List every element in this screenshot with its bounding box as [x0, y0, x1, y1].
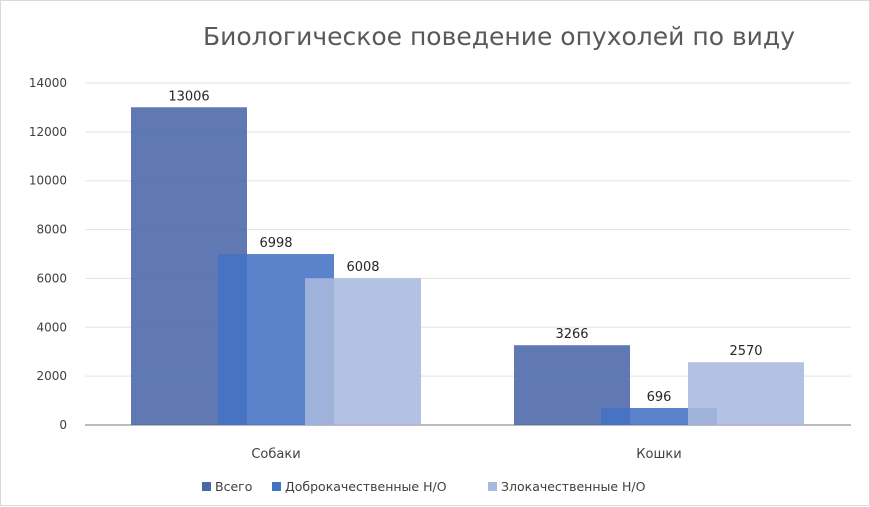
category-label: Кошки: [636, 447, 681, 462]
legend-swatch: [202, 482, 211, 491]
legend-swatch: [272, 482, 281, 491]
legend-label: Доброкачественные Н/О: [285, 479, 447, 494]
y-tick-label: 4000: [36, 320, 67, 334]
data-label: 2570: [729, 344, 762, 359]
y-tick-label: 2000: [36, 369, 67, 383]
bar-3-1: [305, 278, 421, 425]
legend-label: Всего: [215, 479, 252, 494]
y-tick-label: 10000: [29, 174, 67, 188]
y-tick-label: 14000: [29, 76, 67, 90]
y-tick-label: 0: [59, 418, 67, 432]
data-label: 6998: [259, 236, 292, 251]
bar-3-2: [688, 362, 804, 425]
y-tick-label: 6000: [36, 271, 67, 285]
y-tick-label: 8000: [36, 223, 67, 237]
legend-label: Злокачественные Н/О: [501, 479, 646, 494]
chart-title: Биологическое поведение опухолей по виду: [203, 22, 795, 51]
legend-swatch: [488, 482, 497, 491]
data-label: 6008: [346, 260, 379, 275]
data-label: 696: [647, 390, 672, 405]
x-axis-category-labels: Собаки Кошки: [251, 447, 681, 462]
data-labels: 13006 6998 6008 3266 696 2570: [168, 89, 762, 405]
y-axis-tick-labels: 0 2000 4000 6000 8000 10000 12000 14000: [29, 76, 67, 432]
bars: [131, 107, 804, 426]
data-label: 13006: [168, 89, 209, 104]
y-tick-label: 12000: [29, 125, 67, 139]
data-label: 3266: [555, 327, 588, 342]
category-label: Собаки: [251, 447, 300, 462]
legend: Всего Доброкачественные Н/О Злокачественны…: [202, 479, 646, 494]
